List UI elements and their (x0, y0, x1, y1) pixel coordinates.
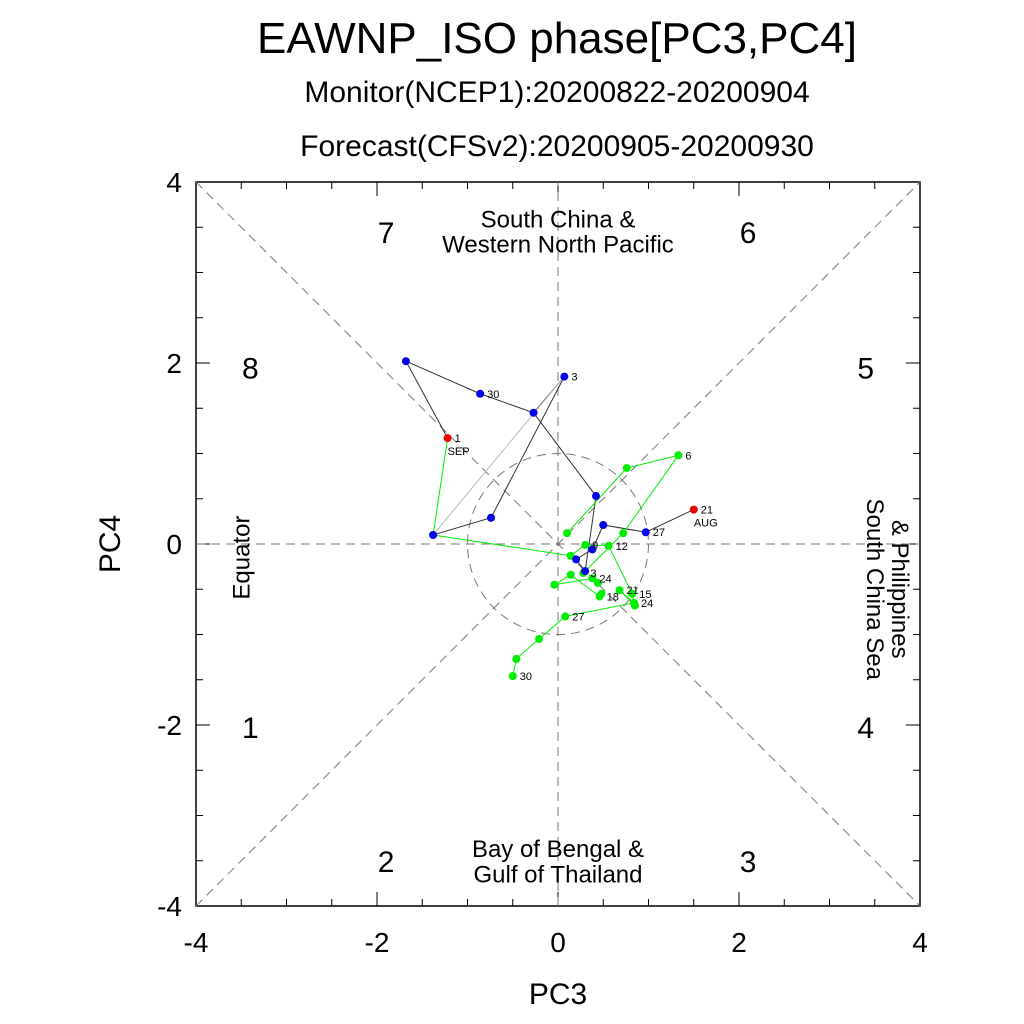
forecast-line (432, 438, 636, 677)
forecast-point (534, 635, 543, 644)
forecast-point (604, 541, 613, 550)
forecast-point (628, 589, 637, 598)
monitor-point (599, 520, 608, 529)
point-label: 3 (590, 568, 596, 580)
point-label: 18 (607, 591, 619, 603)
forecast-point (674, 451, 683, 460)
forecast-point (561, 612, 570, 621)
x-tick-label: 4 (912, 927, 928, 958)
point-label: 21 (627, 585, 639, 597)
forecast-start-point (443, 434, 452, 443)
chart-title: EAWNP_ISO phase[PC3,PC4] (257, 14, 857, 63)
region-label-left: Equator (228, 516, 255, 600)
region-label-top: Western North Pacific (442, 232, 674, 259)
phase-number: 1 (242, 712, 259, 745)
point-label: 27 (572, 611, 584, 623)
point-label: 15 (639, 589, 651, 601)
monitor-start-point (689, 505, 698, 514)
monitor-point (572, 555, 581, 564)
forecast-point (563, 529, 572, 538)
x-tick-label: 2 (731, 927, 747, 958)
point-label: 9 (592, 540, 598, 552)
start-month-label: SEP (448, 446, 470, 458)
monitor-point (487, 513, 496, 522)
point-label: 27 (653, 527, 665, 539)
point-label: 30 (520, 671, 532, 683)
monitor-point (401, 357, 410, 366)
forecast-point (619, 529, 628, 538)
forecast-line (566, 454, 680, 574)
forecast-point (588, 574, 597, 583)
x-tick-label: -2 (365, 927, 390, 958)
point-label: 24 (599, 573, 611, 585)
phase-number: 2 (378, 846, 395, 879)
forecast-point (581, 540, 590, 549)
phase-number: 4 (857, 712, 874, 745)
start-day-label: 1 (455, 433, 461, 445)
y-tick-label: 2 (166, 348, 182, 379)
monitor-point (641, 528, 650, 537)
forecast-point (508, 672, 517, 681)
phase-number: 5 (857, 353, 874, 386)
forecast-point (630, 598, 639, 607)
forecast-point (615, 586, 624, 595)
x-tick-label: -4 (184, 927, 209, 958)
monitor-point (592, 492, 601, 501)
phase-number: 3 (740, 846, 757, 879)
point-label: 3 (571, 372, 577, 384)
phase-number: 7 (378, 217, 395, 250)
region-label-bottom: Bay of Bengal & (472, 836, 644, 863)
y-tick-label: -4 (157, 891, 182, 922)
monitor-point (581, 567, 590, 576)
region-label-right: South China Sea (861, 499, 888, 681)
forecast-point (593, 578, 602, 587)
point-label: 12 (616, 541, 628, 553)
monitor-point (560, 372, 569, 381)
region-label-right: & Philippines (886, 520, 913, 659)
chart-subtitle-monitor: Monitor(NCEP1):20200822-20200904 (304, 76, 810, 109)
y-axis-label: PC4 (94, 515, 127, 573)
forecast-point (512, 654, 521, 663)
chart-subtitle-forecast: Forecast(CFSv2):20200905-20200930 (300, 130, 814, 163)
point-label: 6 (685, 450, 691, 462)
monitor-point (429, 530, 438, 539)
phase-number: 8 (242, 353, 259, 386)
y-tick-label: 0 (166, 529, 182, 560)
x-tick-label: 0 (550, 927, 566, 958)
unit-circle (467, 453, 649, 635)
x-axis-label: PC3 (529, 978, 587, 1011)
phase-number: 6 (740, 217, 757, 250)
monitor-point (476, 389, 485, 398)
connector-line (432, 376, 565, 536)
forecast-point (597, 589, 606, 598)
y-tick-label: -2 (157, 710, 182, 741)
forecast-point (550, 580, 559, 589)
point-label: 30 (487, 389, 499, 401)
monitor-point (588, 545, 597, 554)
forecast-point (566, 570, 575, 579)
region-label-top: South China & (481, 206, 636, 233)
point-label: 24 (641, 598, 653, 610)
start-month-label: AUG (694, 518, 718, 530)
forecast-point (622, 463, 631, 472)
region-label-bottom: Gulf of Thailand (474, 861, 643, 888)
monitor-line (404, 360, 694, 573)
start-day-label: 21 (701, 505, 713, 517)
y-tick-label: 4 (166, 167, 182, 198)
monitor-point (529, 408, 538, 417)
